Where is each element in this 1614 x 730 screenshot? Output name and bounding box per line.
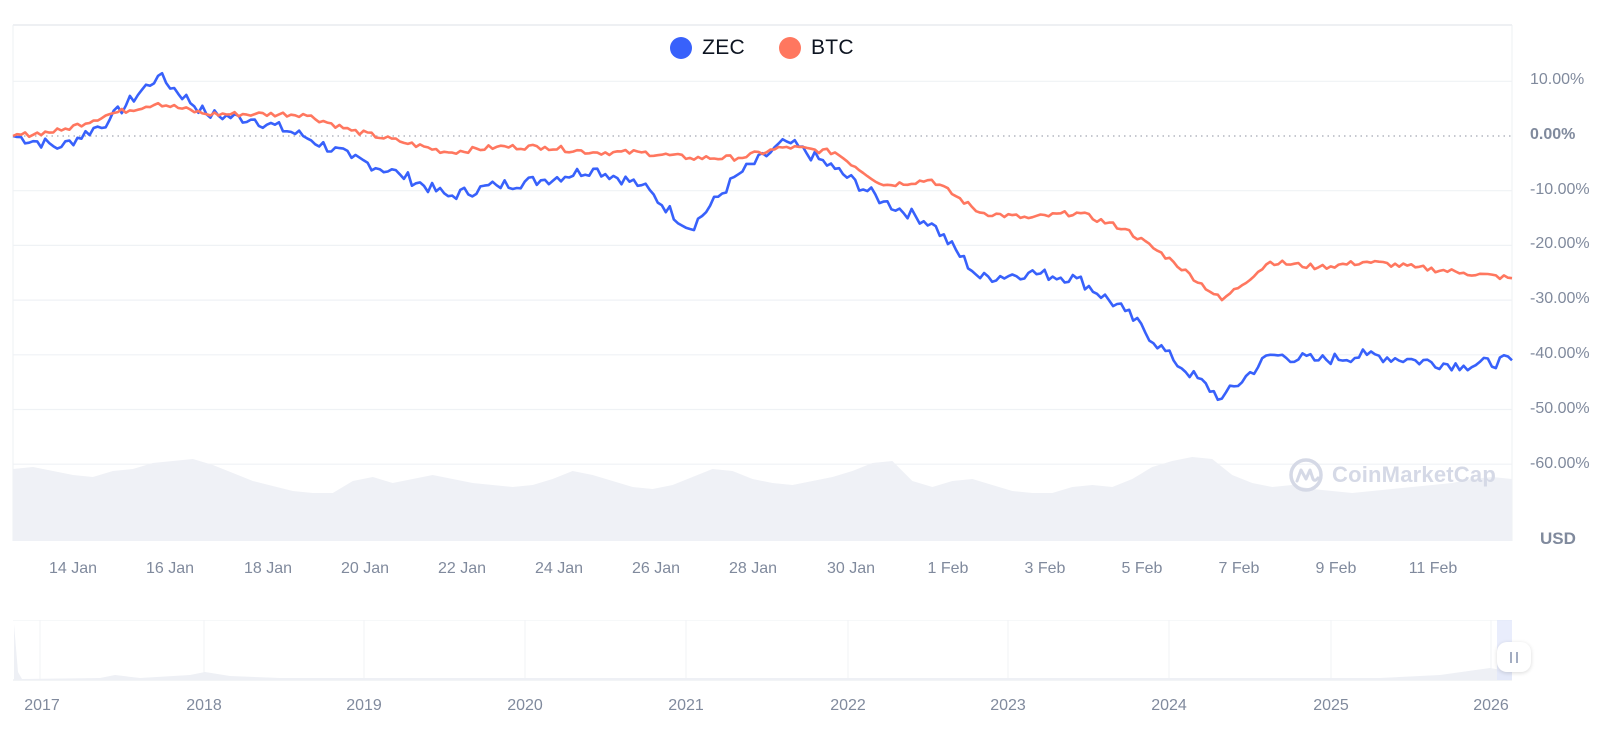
coinmarketcap-logo-icon [1289, 458, 1323, 492]
coinmarketcap-watermark: CoinMarketCap [1288, 457, 1496, 493]
btc-line[interactable] [12, 101, 1513, 302]
nav-year: 2025 [1313, 697, 1349, 714]
x-tick: 28 Jan [728, 560, 778, 577]
legend-item-btc[interactable]: BTC [779, 36, 854, 60]
nav-year: 2021 [668, 697, 704, 714]
watermark-text: CoinMarketCap [1332, 462, 1496, 487]
y-tick-10: 10.00% [1530, 71, 1585, 88]
legend: ZEC BTC [0, 36, 1524, 60]
legend-item-zec[interactable]: ZEC [670, 36, 745, 60]
x-tick: 14 Jan [48, 560, 98, 577]
zec-line[interactable] [12, 71, 1513, 402]
nav-year: 2024 [1151, 697, 1187, 714]
x-tick: 30 Jan [826, 560, 876, 577]
x-tick: 18 Jan [243, 560, 293, 577]
x-tick: 5 Feb [1121, 560, 1163, 577]
nav-year: 2026 [1473, 697, 1509, 714]
y-tick-minus20: -20.00% [1530, 235, 1590, 252]
x-tick: 1 Feb [927, 560, 969, 577]
grip-icon [1516, 651, 1518, 663]
x-tick: 22 Jan [437, 560, 487, 577]
nav-year: 2022 [830, 697, 866, 714]
x-tick: 11 Feb [1408, 560, 1458, 577]
navigator[interactable] [0, 620, 1614, 720]
price-lines [12, 71, 1513, 402]
btc-dot-icon [779, 37, 801, 59]
y-tick-minus10: -10.00% [1530, 181, 1590, 198]
x-tick: 26 Jan [631, 560, 681, 577]
nav-year: 2018 [186, 697, 222, 714]
currency-label[interactable]: USD [1540, 529, 1576, 548]
y-tick-minus30: -30.00% [1530, 290, 1590, 307]
nav-year: 2020 [507, 697, 543, 714]
navigator-drag-handle[interactable] [1497, 642, 1531, 672]
grid-lines [12, 24, 1513, 541]
legend-label-btc: BTC [811, 36, 854, 59]
x-tick: 9 Feb [1315, 560, 1357, 577]
legend-label-zec: ZEC [702, 36, 745, 59]
y-tick-0: 0.00% [1530, 126, 1576, 143]
y-tick-minus40: -40.00% [1530, 345, 1590, 362]
grip-icon [1510, 651, 1512, 663]
zec-dot-icon [670, 37, 693, 59]
x-tick: 3 Feb [1024, 560, 1066, 577]
x-tick: 7 Feb [1218, 560, 1260, 577]
x-tick: 16 Jan [145, 560, 195, 577]
volume-bars [13, 457, 1512, 541]
nav-year: 2019 [346, 697, 382, 714]
y-tick-minus50: -50.00% [1530, 400, 1590, 417]
x-tick: 24 Jan [534, 560, 584, 577]
y-tick-minus60: -60.00% [1530, 455, 1590, 472]
nav-year: 2023 [990, 697, 1026, 714]
nav-year: 2017 [24, 697, 60, 714]
x-tick: 20 Jan [340, 560, 390, 577]
main-plot[interactable] [0, 0, 1614, 600]
